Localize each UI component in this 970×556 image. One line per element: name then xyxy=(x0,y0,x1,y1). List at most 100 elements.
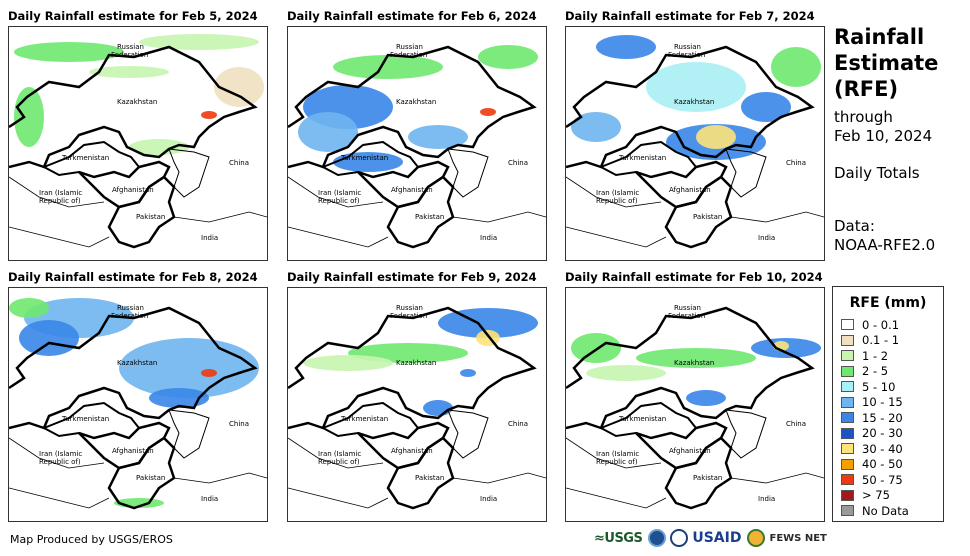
legend-swatch xyxy=(841,427,854,439)
label-iran: Iran (Islamic xyxy=(39,189,82,197)
label-afghanistan: Afghanistan xyxy=(391,447,433,455)
panel-title: Daily Rainfall estimate for Feb 10, 2024 xyxy=(565,270,823,284)
label-afghanistan: Afghanistan xyxy=(669,447,711,455)
label-turkmenistan: Turkmenistan xyxy=(340,154,388,162)
legend-item: No Data xyxy=(833,503,943,519)
through-date: Feb 10, 2024 xyxy=(834,127,933,145)
label-iran: Iran (Islamic xyxy=(318,189,361,197)
legend-swatch xyxy=(841,396,854,408)
label-russia: Russian xyxy=(117,43,144,51)
label-afghanistan: Afghanistan xyxy=(112,186,154,194)
rainfall-map: Russian Federation Kazakhstan Turkmenist… xyxy=(565,287,825,522)
label-pakistan: Pakistan xyxy=(136,213,165,221)
panel-title: Daily Rainfall estimate for Feb 5, 2024 xyxy=(8,9,258,23)
legend-label: 50 - 75 xyxy=(862,472,903,487)
legend-swatch xyxy=(841,458,854,470)
fews-net-logo: FEWS NET xyxy=(769,532,827,544)
legend-swatch xyxy=(841,319,854,331)
label-kazakhstan: Kazakhstan xyxy=(396,359,436,367)
label-russia: Russian xyxy=(674,304,701,312)
legend-label: 30 - 40 xyxy=(862,441,903,456)
label-afghanistan: Afghanistan xyxy=(391,186,433,194)
label-turkmenistan: Turkmenistan xyxy=(618,415,666,423)
panel-title: Daily Rainfall estimate for Feb 7, 2024 xyxy=(565,9,815,23)
label-pakistan: Pakistan xyxy=(415,474,444,482)
label-iran: Iran (Islamic xyxy=(39,450,82,458)
noaa-seal-icon xyxy=(648,529,667,547)
through-label: through xyxy=(834,108,893,126)
label-russia-2: Federation xyxy=(111,312,148,320)
label-afghanistan: Afghanistan xyxy=(112,447,154,455)
legend-item: 15 - 20 xyxy=(833,410,943,426)
legend-swatch xyxy=(841,381,854,393)
label-russia: Russian xyxy=(396,304,423,312)
label-turkmenistan: Turkmenistan xyxy=(340,415,388,423)
legend-item: 20 - 30 xyxy=(833,426,943,442)
legend-label: 0.1 - 1 xyxy=(862,333,900,348)
label-afghanistan: Afghanistan xyxy=(669,186,711,194)
label-iran-2: Republic of) xyxy=(596,458,638,466)
label-turkmenistan: Turkmenistan xyxy=(61,154,109,162)
legend-label: 0 - 0.1 xyxy=(862,317,900,332)
legend-swatch xyxy=(841,365,854,377)
label-pakistan: Pakistan xyxy=(693,213,722,221)
legend-item: 10 - 15 xyxy=(833,395,943,411)
data-label: Data: xyxy=(834,217,875,235)
fews-globe-icon xyxy=(747,529,766,547)
legend-label: No Data xyxy=(862,503,909,518)
label-india: India xyxy=(201,495,218,503)
legend-label: 10 - 15 xyxy=(862,395,903,410)
panel-title: Daily Rainfall estimate for Feb 9, 2024 xyxy=(287,270,537,284)
map-credit: Map Produced by USGS/EROS xyxy=(10,533,173,546)
label-kazakhstan: Kazakhstan xyxy=(117,359,157,367)
usgs-logo: ≈USGS xyxy=(594,530,643,546)
legend-label: 20 - 30 xyxy=(862,426,903,441)
label-kazakhstan: Kazakhstan xyxy=(117,98,157,106)
label-turkmenistan: Turkmenistan xyxy=(618,154,666,162)
legend-item: 0.1 - 1 xyxy=(833,333,943,349)
label-russia-2: Federation xyxy=(390,51,427,59)
logo-strip: ≈USGS USAID FEWS NET xyxy=(594,527,827,549)
label-kazakhstan: Kazakhstan xyxy=(396,98,436,106)
label-russia: Russian xyxy=(117,304,144,312)
label-china: China xyxy=(786,159,806,167)
legend-item: 30 - 40 xyxy=(833,441,943,457)
label-pakistan: Pakistan xyxy=(693,474,722,482)
daily-totals-label: Daily Totals xyxy=(834,164,920,182)
label-china: China xyxy=(786,420,806,428)
dept-seal-icon xyxy=(670,529,689,547)
label-iran-2: Republic of) xyxy=(318,197,360,205)
legend-item: 1 - 2 xyxy=(833,348,943,364)
legend-item: 0 - 0.1 xyxy=(833,317,943,333)
legend-label: 2 - 5 xyxy=(862,364,889,379)
legend-item: 2 - 5 xyxy=(833,364,943,380)
legend-swatch xyxy=(841,474,854,486)
legend-label: 40 - 50 xyxy=(862,457,903,472)
label-russia-2: Federation xyxy=(111,51,148,59)
rfe-title: Rainfall Estimate (RFE) xyxy=(834,25,939,101)
label-kazakhstan: Kazakhstan xyxy=(674,359,714,367)
legend-label: 1 - 2 xyxy=(862,348,889,363)
label-russia: Russian xyxy=(396,43,423,51)
label-india: India xyxy=(201,234,218,242)
label-russia-2: Federation xyxy=(668,312,705,320)
legend-swatch xyxy=(841,505,854,517)
label-iran: Iran (Islamic xyxy=(318,450,361,458)
legend-title: RFE (mm) xyxy=(849,295,927,311)
label-china: China xyxy=(508,420,528,428)
legend-label: > 75 xyxy=(862,488,890,503)
label-iran: Iran (Islamic xyxy=(596,450,639,458)
label-pakistan: Pakistan xyxy=(136,474,165,482)
label-turkmenistan: Turkmenistan xyxy=(61,415,109,423)
legend-swatch xyxy=(841,489,854,501)
legend-swatch xyxy=(841,412,854,424)
label-kazakhstan: Kazakhstan xyxy=(674,98,714,106)
label-pakistan: Pakistan xyxy=(415,213,444,221)
legend-swatch xyxy=(841,334,854,346)
legend-item: > 75 xyxy=(833,488,943,504)
legend-item: 50 - 75 xyxy=(833,472,943,488)
legend-item: 40 - 50 xyxy=(833,457,943,473)
label-india: India xyxy=(758,234,775,242)
rainfall-map: Russian Federation Kazakhstan Turkmenist… xyxy=(8,26,268,261)
